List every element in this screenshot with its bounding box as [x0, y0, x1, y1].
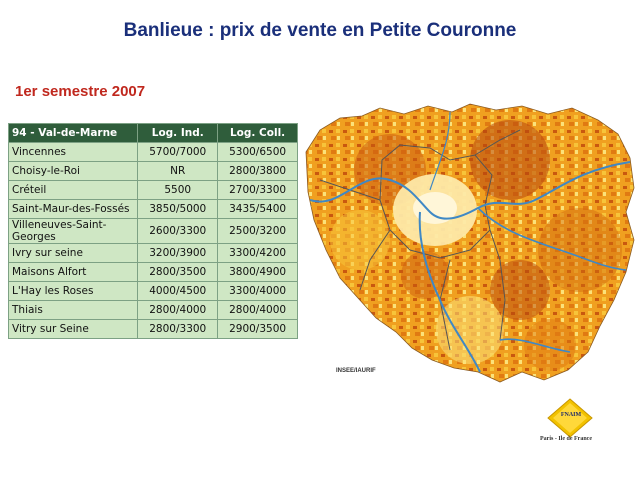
header-department: 94 - Val-de-Marne	[7, 123, 139, 143]
price-collective: 3300/4000	[217, 281, 298, 301]
city-name: Maisons Alfort	[7, 262, 139, 282]
city-name: Villeneuves-Saint-Georges	[7, 218, 139, 244]
price-individual: 3200/3900	[137, 243, 219, 263]
price-collective: 3435/5400	[217, 199, 298, 219]
header-log-coll: Log. Coll.	[217, 123, 298, 143]
price-collective: 3800/4900	[217, 262, 298, 282]
city-name: Saint-Maur-des-Fossés	[7, 199, 139, 219]
table-row: Ivry sur seine 3200/3900 3300/4200	[7, 243, 298, 263]
table-row: Maisons Alfort 2800/3500 3800/4900	[7, 262, 298, 282]
table-row: Créteil 5500 2700/3300	[7, 180, 298, 200]
price-individual: 2800/4000	[137, 300, 219, 320]
price-individual: 5700/7000	[137, 142, 219, 162]
city-name: Choisy-le-Roi	[7, 161, 139, 181]
city-name: Vincennes	[7, 142, 139, 162]
city-name: Vitry sur Seine	[7, 319, 139, 339]
ile-de-france-price-map	[305, 103, 635, 383]
fnaim-logo-icon	[547, 398, 593, 438]
table-row: Choisy-le-Roi NR 2800/3800	[7, 161, 298, 181]
period-subtitle: 1er semestre 2007	[15, 83, 146, 100]
logo-text: FNAIM	[560, 412, 582, 418]
table-row: Saint-Maur-des-Fossés 3850/5000 3435/5400	[7, 199, 298, 219]
price-individual: 2800/3300	[137, 319, 219, 339]
table-row: Thiais 2800/4000 2800/4000	[7, 300, 298, 320]
table-row: L'Hay les Roses 4000/4500 3300/4000	[7, 281, 298, 301]
city-name: Ivry sur seine	[7, 243, 139, 263]
price-table: 94 - Val-de-Marne Log. Ind. Log. Coll. V…	[7, 123, 298, 339]
price-individual: 2800/3500	[137, 262, 219, 282]
price-collective: 2500/3200	[217, 218, 298, 244]
price-collective: 2800/4000	[217, 300, 298, 320]
city-name: Thiais	[7, 300, 139, 320]
city-name: L'Hay les Roses	[7, 281, 139, 301]
price-individual: 4000/4500	[137, 281, 219, 301]
price-individual: 5500	[137, 180, 219, 200]
price-collective: 3300/4200	[217, 243, 298, 263]
table-row: Vitry sur Seine 2800/3300 2900/3500	[7, 319, 298, 339]
table-header-row: 94 - Val-de-Marne Log. Ind. Log. Coll.	[7, 123, 298, 143]
price-collective: 2700/3300	[217, 180, 298, 200]
price-collective: 5300/6500	[217, 142, 298, 162]
price-collective: 2900/3500	[217, 319, 298, 339]
table-row: Vincennes 5700/7000 5300/6500	[7, 142, 298, 162]
map-credit: INSEE/IAURIF	[336, 368, 376, 374]
table-row: Villeneuves-Saint-Georges 2600/3300 2500/3…	[7, 218, 298, 244]
header-log-ind: Log. Ind.	[137, 123, 219, 143]
page-title: Banlieue : prix de vente en Petite Couro…	[123, 20, 517, 41]
price-individual: NR	[137, 161, 219, 181]
logo-subtext: Paris - Ile de France	[540, 436, 592, 442]
price-collective: 2800/3800	[217, 161, 298, 181]
price-individual: 3850/5000	[137, 199, 219, 219]
price-individual: 2600/3300	[137, 218, 219, 244]
city-name: Créteil	[7, 180, 139, 200]
